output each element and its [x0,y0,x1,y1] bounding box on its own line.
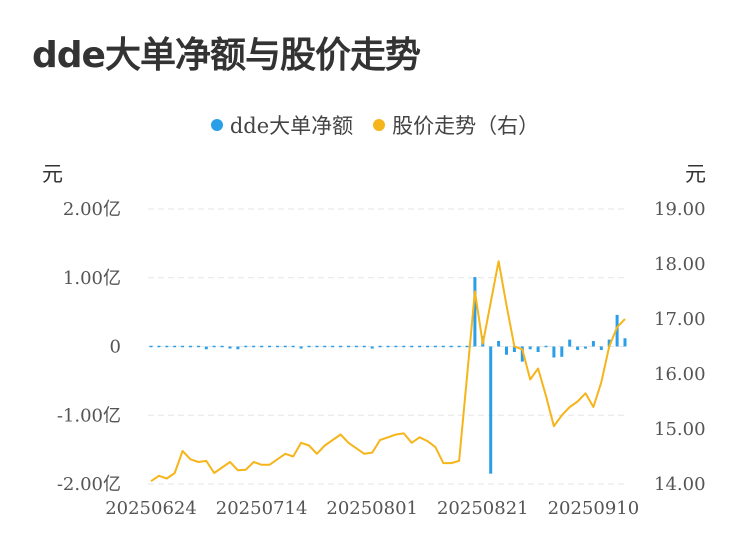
dde-bar [236,346,240,350]
dde-bar [307,345,311,348]
x-tick-label: 20250910 [548,498,640,519]
dde-bar [291,345,295,348]
left-axis-unit: 元 [42,162,63,186]
dde-bar [323,345,327,348]
dde-bar [418,345,422,348]
dde-bar [505,346,508,355]
dde-bar [394,345,398,348]
dde-bar [260,345,264,348]
dde-bar [465,345,469,348]
dde-bar [275,345,279,348]
y-right-tick-label: 15.00 [654,419,706,440]
dde-bar [599,346,603,350]
y-left-tick-label: -1.00亿 [57,405,121,426]
y-right-tick-label: 18.00 [654,254,706,275]
dde-bar [347,345,350,348]
dde-bar [576,346,580,350]
dde-bar [449,345,453,348]
legend-label-dde: dde大单净额 [229,114,354,138]
dde-bar [433,345,437,348]
dde-bar [552,346,556,358]
y-right-tick-label: 16.00 [654,364,706,385]
dde-bar [410,345,414,348]
legend-item-dde[interactable]: dde大单净额 [210,110,354,140]
dde-bar [370,346,374,349]
legend-item-price[interactable]: 股价走势（右） [373,110,539,140]
legend-dot-dde [210,119,223,131]
y-left-tick-label: 1.00亿 [63,268,121,289]
dde-bar [386,345,390,348]
dde-bar [173,345,177,348]
dde-bar [244,345,248,348]
y-right-tick-label: 19.00 [654,199,706,220]
dde-bar [615,314,619,347]
dde-bar [212,345,216,348]
dde-bar [378,345,382,348]
dde-bar [544,345,548,348]
y-left-tick-label: -2.00亿 [57,474,121,495]
dde-bar [584,346,587,349]
y-left-tick-label: 0 [110,337,121,358]
dde-bar [528,346,532,350]
dde-bar [591,341,595,347]
y-left-tick-label: 2.00亿 [63,199,121,220]
x-tick-label: 20250624 [105,498,197,519]
dde-bar [512,346,516,352]
dde-bar [607,339,611,347]
dde-bar [149,345,153,348]
price-line [150,260,626,483]
dde-bar [497,341,501,347]
dde-bar [165,345,169,348]
dde-bar [299,346,303,349]
dde-bar [623,338,627,347]
dde-bar [252,345,256,348]
dde-bar [426,345,429,348]
dde-bar [362,345,366,348]
dde-bar [157,345,161,348]
dde-bar [228,346,232,349]
dde-bar [315,345,319,348]
legend-dot-price [373,119,386,131]
dde-bar [283,345,287,348]
dde-bar [568,339,572,347]
x-tick-label: 20250801 [326,498,418,519]
y-right-tick-label: 14.00 [654,474,706,495]
dde-bar [441,345,445,348]
right-axis-unit: 元 [685,162,706,186]
chart-legend: dde大单净额 股价走势（右） [0,110,750,140]
chart-title: dde大单净额与股价走势 [32,35,421,76]
dde-bar [339,345,343,348]
dde-bar [204,346,208,350]
x-tick-label: 20250821 [437,498,529,519]
legend-label-price: 股价走势（右） [392,114,540,138]
dde-bar [331,345,335,348]
dde-bar [268,345,271,348]
x-tick-label: 20250714 [216,498,308,519]
dde-bar [473,277,477,347]
dde-bar [536,346,540,352]
dde-bar [457,345,461,348]
dde-bar [220,345,224,348]
y-right-tick-label: 17.00 [654,309,706,330]
dde-bar [489,346,493,474]
dde-bar [181,345,185,348]
dde-bar [560,346,564,357]
dde-bar [196,345,200,348]
dde-bar [402,345,406,348]
dde-bar [354,345,358,348]
dde-bar [520,346,524,362]
dde-bar [189,345,192,348]
